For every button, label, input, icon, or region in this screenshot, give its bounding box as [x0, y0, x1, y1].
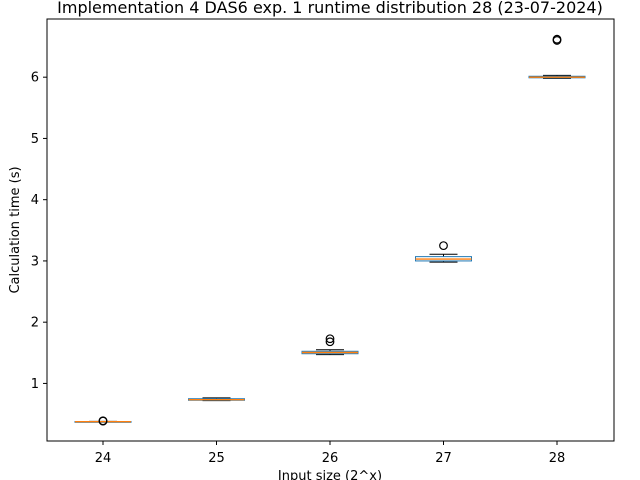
x-tick-label: 28	[549, 451, 566, 466]
outlier-point	[98, 416, 108, 426]
axes-frame	[46, 18, 615, 442]
y-tick-label: 6	[31, 71, 39, 86]
box-group	[301, 334, 359, 356]
box-group	[188, 397, 245, 402]
outlier-point	[325, 337, 335, 347]
x-tick-label: 25	[208, 451, 225, 466]
x-tick-label: 26	[322, 451, 339, 466]
y-tick-label: 1	[31, 377, 39, 392]
box-group	[528, 34, 586, 79]
y-tick-label: 4	[31, 193, 39, 208]
x-axis-label: Input size (2^x)	[278, 469, 382, 480]
outlier-point	[325, 334, 335, 344]
box-group	[74, 416, 132, 426]
y-axis: 1 2 3 4 5 6	[31, 71, 47, 392]
x-tick-label: 27	[435, 451, 452, 466]
x-tick-label: 24	[95, 451, 112, 466]
plot-area	[74, 34, 586, 426]
y-tick-label: 2	[31, 316, 39, 331]
chart-title: Implementation 4 DAS6 exp. 1 runtime dis…	[57, 0, 603, 17]
outlier-point	[552, 34, 562, 44]
box-group	[415, 241, 472, 263]
outlier-point	[439, 241, 448, 251]
x-axis: 24 25 26 27 28	[95, 441, 566, 466]
y-axis-label: Calculation time (s)	[8, 166, 23, 293]
y-tick-label: 5	[31, 132, 39, 147]
y-tick-label: 3	[31, 254, 39, 269]
